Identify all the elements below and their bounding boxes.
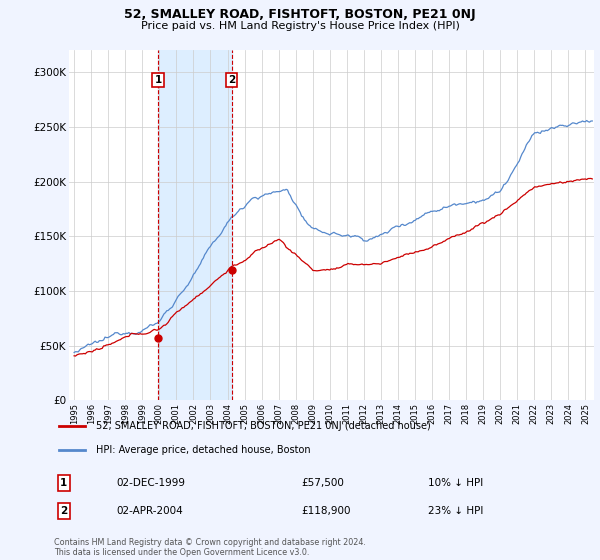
Text: Contains HM Land Registry data © Crown copyright and database right 2024.
This d: Contains HM Land Registry data © Crown c… xyxy=(54,538,366,557)
Text: 23% ↓ HPI: 23% ↓ HPI xyxy=(428,506,484,516)
Text: Price paid vs. HM Land Registry's House Price Index (HPI): Price paid vs. HM Land Registry's House … xyxy=(140,21,460,31)
Text: 1: 1 xyxy=(60,478,67,488)
Text: 1: 1 xyxy=(154,75,161,85)
Text: HPI: Average price, detached house, Boston: HPI: Average price, detached house, Bost… xyxy=(95,445,310,455)
Text: £118,900: £118,900 xyxy=(301,506,351,516)
Bar xyxy=(158,50,232,400)
Text: 2: 2 xyxy=(60,506,67,516)
Text: 52, SMALLEY ROAD, FISHTOFT, BOSTON, PE21 0NJ: 52, SMALLEY ROAD, FISHTOFT, BOSTON, PE21… xyxy=(124,8,476,21)
Text: 02-APR-2004: 02-APR-2004 xyxy=(116,506,184,516)
Text: 2: 2 xyxy=(228,75,235,85)
Text: 10% ↓ HPI: 10% ↓ HPI xyxy=(428,478,484,488)
Text: 52, SMALLEY ROAD, FISHTOFT, BOSTON, PE21 0NJ (detached house): 52, SMALLEY ROAD, FISHTOFT, BOSTON, PE21… xyxy=(95,421,430,431)
Text: £57,500: £57,500 xyxy=(301,478,344,488)
Text: 02-DEC-1999: 02-DEC-1999 xyxy=(116,478,185,488)
